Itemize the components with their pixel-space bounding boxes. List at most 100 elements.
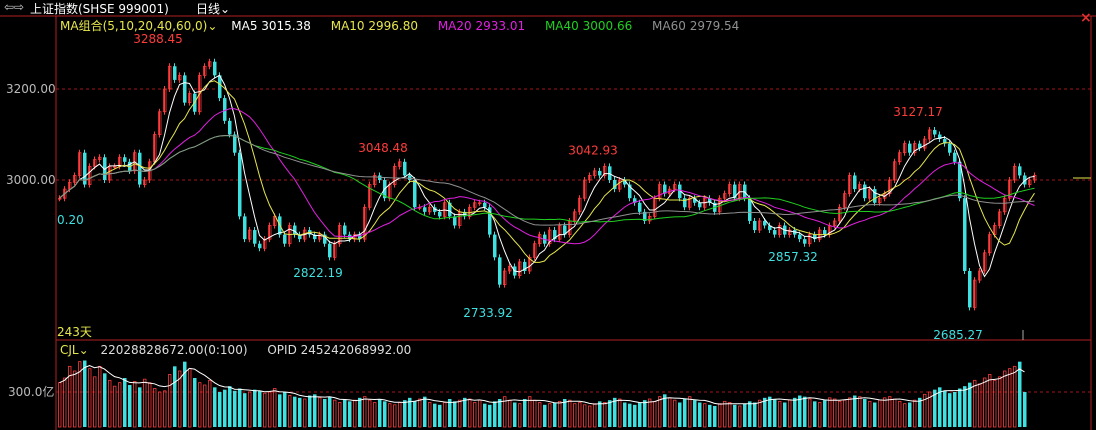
candle-body — [468, 206, 472, 217]
candle-body — [213, 61, 217, 76]
volume-bar — [548, 403, 552, 428]
opid-value: OPID 245242068992.00 — [267, 343, 412, 357]
candle-body — [403, 161, 407, 176]
candle-body — [808, 234, 812, 245]
volume-bar — [1008, 368, 1012, 428]
volume-value: 22028828672.00(0:100) — [100, 343, 248, 357]
close-icon[interactable]: × — [1080, 10, 1092, 26]
volume-bar — [563, 399, 567, 427]
candle-body — [673, 184, 677, 190]
candle-body — [983, 252, 987, 272]
candle-body — [343, 225, 347, 235]
volume-bar — [148, 382, 152, 428]
volume-bar — [598, 401, 602, 427]
candle-body — [623, 180, 627, 185]
volume-bar — [688, 396, 692, 428]
volume-bar — [298, 397, 302, 427]
candle-body — [998, 211, 1002, 226]
volume-bar — [98, 365, 102, 428]
candle-body — [908, 143, 912, 153]
volume-bar — [843, 399, 847, 428]
volume-bar — [753, 402, 757, 427]
candle-body — [748, 198, 752, 221]
candle-body — [398, 161, 402, 167]
volume-bar — [463, 397, 467, 427]
candle-body — [563, 225, 567, 235]
volume-bar — [323, 399, 327, 427]
volume-bar — [373, 402, 377, 428]
volume-bar — [363, 396, 367, 428]
volume-bar — [1013, 365, 1017, 428]
price-annotation-high: 3127.17 — [893, 105, 943, 119]
candle-body — [728, 184, 732, 195]
volume-bar — [233, 390, 237, 427]
volume-legend: CJL⌄ 22028828672.00(0:100) OPID 24524206… — [60, 343, 411, 357]
volume-bar — [813, 401, 817, 427]
candle-body — [218, 75, 222, 99]
volume-bar — [738, 405, 742, 428]
swap-arrows-icon[interactable]: ⇦⇨ — [4, 0, 25, 14]
candle-body — [823, 230, 827, 235]
volume-bar — [673, 399, 677, 428]
candle-body — [313, 234, 317, 240]
candle-body — [263, 238, 267, 249]
ma-legend: MA组合(5,10,20,40,60,0)⌄ MA5 3015.38 MA10 … — [60, 17, 739, 34]
volume-tick-300: 300.0亿 — [8, 384, 54, 399]
volume-bar — [203, 384, 207, 428]
ma-group-selector[interactable]: MA组合(5,10,20,40,60,0)⌄ — [60, 19, 217, 33]
header-bar: ⇦⇨ 上证指数(SHSE 999001) 日线⌄ × — [0, 0, 1096, 26]
candle-body — [533, 243, 537, 258]
volume-bar — [883, 397, 887, 428]
candle-body — [73, 175, 77, 183]
candle-body — [98, 156, 102, 160]
candle-body — [528, 256, 532, 272]
candle-body — [188, 93, 192, 104]
candle-body — [228, 120, 232, 135]
candle-body — [178, 74, 182, 81]
candles — [58, 58, 1037, 311]
candle-body — [658, 184, 662, 199]
price-annotation-low: 2822.19 — [293, 266, 343, 280]
candle-body — [873, 189, 877, 203]
period-selector[interactable]: 日线⌄ — [196, 0, 230, 17]
volume-bar — [158, 391, 162, 428]
price-annotation-low: 2685.27 — [933, 328, 983, 342]
volume-indicator-selector[interactable]: CJL⌄ — [60, 343, 89, 357]
volume-bars — [58, 360, 1027, 428]
ma-group-label: MA组合(5,10,20,40,60,0) — [60, 19, 208, 33]
y-tick-3200: 3200.00 — [6, 82, 56, 96]
volume-bar — [183, 361, 187, 427]
candle-body — [708, 198, 712, 203]
candle-body — [898, 152, 902, 163]
volume-bar — [833, 398, 837, 428]
candle-body — [753, 220, 757, 231]
volume-bar — [828, 397, 832, 428]
volume-bar — [308, 395, 312, 427]
volume-bar — [258, 390, 262, 427]
candle-body — [628, 184, 632, 199]
candle-body — [678, 184, 682, 199]
candle-body — [83, 152, 87, 185]
candle-body — [448, 202, 452, 217]
candle-body — [938, 134, 942, 140]
candle-body — [648, 215, 652, 222]
volume-bar — [578, 402, 582, 428]
candle-body — [583, 179, 587, 199]
candle-body — [68, 181, 72, 190]
volume-bar — [733, 404, 737, 427]
volume-bar — [253, 389, 257, 427]
volume-bar — [933, 389, 937, 427]
volume-bar — [418, 398, 422, 428]
candle-body — [683, 198, 687, 208]
volume-bar — [613, 397, 617, 427]
candle-body — [1008, 179, 1012, 199]
volume-bar — [723, 400, 727, 428]
volume-bar — [953, 392, 957, 427]
volume-bar — [793, 397, 797, 427]
volume-bar — [433, 403, 437, 427]
candle-body — [958, 161, 962, 199]
volume-bar — [228, 386, 232, 427]
candle-body — [723, 193, 727, 199]
volume-bar — [948, 393, 952, 427]
